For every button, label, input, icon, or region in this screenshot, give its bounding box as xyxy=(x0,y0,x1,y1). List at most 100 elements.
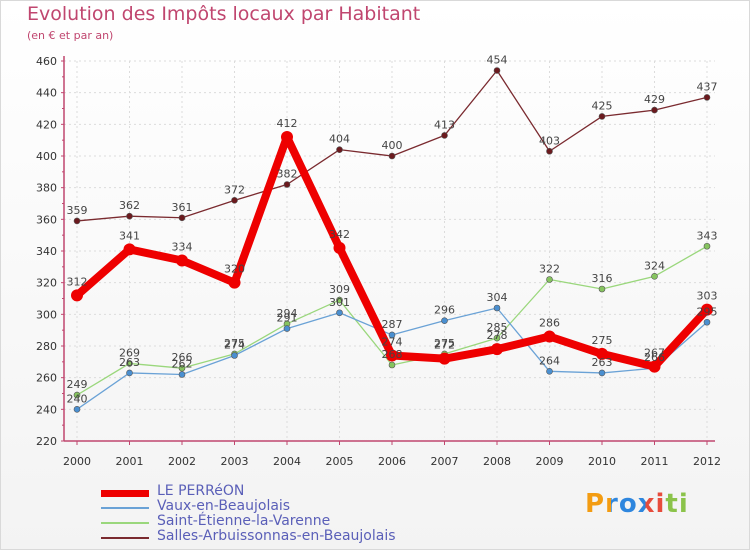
data-label: 334 xyxy=(172,241,193,254)
data-label: 240 xyxy=(67,392,88,405)
data-label: 362 xyxy=(119,199,140,212)
data-label: 342 xyxy=(329,228,350,241)
grid-lines xyxy=(64,60,715,442)
legend-label: LE PERRéON xyxy=(157,483,245,499)
y-tick-label: 280 xyxy=(36,340,57,353)
data-point xyxy=(73,391,81,399)
legend-item: Salles-Arbuissonnas-en-Beaujolais xyxy=(101,528,421,545)
chart-subtitle: (en € et par an) xyxy=(27,29,114,42)
legend-swatch xyxy=(101,522,149,524)
data-label: 266 xyxy=(644,351,665,364)
proxiti-logo: Proxiti xyxy=(585,489,689,519)
y-tick-label: 460 xyxy=(36,55,57,68)
data-point xyxy=(178,364,186,372)
data-point xyxy=(493,67,501,74)
data-labels: 359 362 361 372 382 404 400 413 454 403 425 429 437 2… xyxy=(67,54,718,406)
data-label: 274 xyxy=(382,336,403,349)
x-tick-label: 2006 xyxy=(378,455,406,468)
data-point xyxy=(703,318,711,326)
data-label: 404 xyxy=(329,133,350,146)
data-point xyxy=(441,317,448,324)
data-point xyxy=(178,214,186,222)
data-point xyxy=(283,325,291,332)
legend-item: LE PERRéON xyxy=(101,483,421,500)
data-label: 454 xyxy=(487,54,508,67)
data-label: 262 xyxy=(172,358,193,371)
data-label: 294 xyxy=(277,307,298,320)
data-point xyxy=(178,371,186,378)
data-label: 341 xyxy=(119,229,140,242)
y-tick-label: 420 xyxy=(36,118,57,131)
data-point xyxy=(491,343,503,356)
chart-title: Evolution des Impôts locaux par Habitant xyxy=(27,3,421,25)
legend-swatch xyxy=(101,489,149,497)
legend-item: Saint-Étienne-la-Varenne xyxy=(101,513,421,530)
data-point xyxy=(333,241,346,254)
legend-item: Vaux-en-Beaujolais xyxy=(101,498,421,515)
x-tick-label: 2010 xyxy=(588,455,616,468)
y-tick-label: 300 xyxy=(36,308,57,321)
data-point xyxy=(493,334,501,342)
data-label: 291 xyxy=(277,312,298,325)
y-tick-label: 400 xyxy=(36,150,57,163)
data-label: 286 xyxy=(539,317,560,330)
y-tick-label: 340 xyxy=(36,245,57,258)
data-label: 249 xyxy=(67,378,88,391)
data-label: 268 xyxy=(382,348,403,361)
data-label: 275 xyxy=(434,337,455,350)
x-tick-label: 2009 xyxy=(536,455,564,468)
legend-label: Salles-Arbuissonnas-en-Beaujolais xyxy=(157,528,396,544)
data-point xyxy=(651,273,658,280)
x-tick-label: 2000 xyxy=(63,455,91,468)
x-tick-label: 2007 xyxy=(431,455,459,468)
data-point xyxy=(283,181,291,188)
data-point xyxy=(73,217,81,225)
data-point xyxy=(546,276,553,283)
data-point xyxy=(126,369,133,377)
data-point xyxy=(126,360,133,367)
y-tick-label: 240 xyxy=(36,403,57,416)
data-point xyxy=(388,152,396,160)
data-label: 400 xyxy=(382,139,403,152)
y-tick-label: 320 xyxy=(36,277,57,290)
data-label: 267 xyxy=(644,347,665,360)
legend-swatch xyxy=(101,507,149,509)
y-tick-label: 220 xyxy=(36,435,57,448)
data-label: 303 xyxy=(697,290,718,303)
data-label: 309 xyxy=(329,283,350,296)
data-label: 413 xyxy=(434,118,455,131)
axes: 220 240 260 280 300 320 340 360 380 400 420 440 460 2… xyxy=(36,55,721,468)
data-label: 274 xyxy=(224,339,245,352)
data-label: 322 xyxy=(539,263,560,276)
data-point xyxy=(71,289,83,302)
data-point xyxy=(336,146,343,153)
data-label: 263 xyxy=(119,356,140,369)
data-label: 412 xyxy=(277,117,298,130)
y-tick-label: 380 xyxy=(36,182,57,195)
x-tick-label: 2004 xyxy=(273,455,301,468)
x-tick-label: 2003 xyxy=(221,455,249,468)
x-tick-label: 2011 xyxy=(641,455,669,468)
data-label: 263 xyxy=(592,356,613,369)
data-label: 304 xyxy=(487,291,508,304)
data-point xyxy=(703,94,711,101)
data-point xyxy=(703,242,711,250)
data-label: 285 xyxy=(487,321,508,334)
x-tick-label: 2002 xyxy=(168,455,196,468)
legend: LE PERRéON Vaux-en-Beaujolais Saint-Étienn… xyxy=(101,483,421,545)
data-point xyxy=(546,147,553,155)
data-label: 343 xyxy=(697,229,718,242)
data-point xyxy=(123,243,136,256)
data-label: 272 xyxy=(434,339,455,352)
data-point xyxy=(336,309,343,317)
data-point xyxy=(596,347,608,360)
data-label: 437 xyxy=(697,80,718,93)
data-point xyxy=(336,296,343,304)
data-label: 266 xyxy=(172,351,193,364)
data-label: 269 xyxy=(119,346,140,359)
data-point xyxy=(441,132,448,139)
data-label: 275 xyxy=(592,334,613,347)
data-point xyxy=(231,352,238,359)
